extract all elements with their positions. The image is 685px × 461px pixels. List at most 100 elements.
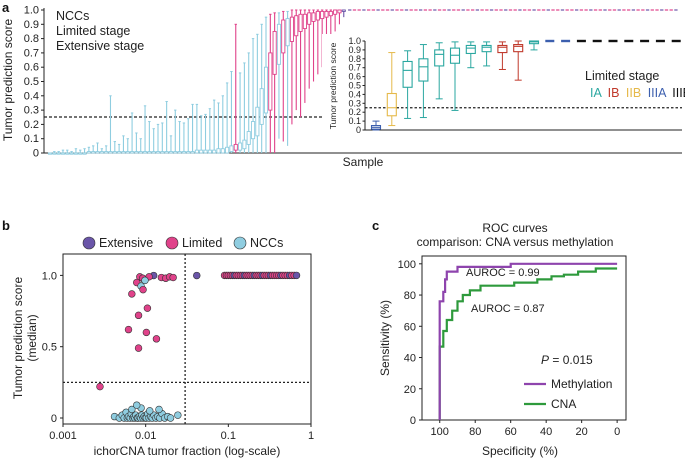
inset-legend-stages: IA IB IIB IIIA IIIB [590,86,685,100]
box-iqr [60,152,66,155]
panel-b-y-tick-label: 1.0 [42,270,57,282]
inset-box-iqr [434,49,445,67]
scatter-point [143,304,152,312]
box-iqr [125,151,130,154]
scatter-point [134,311,143,320]
inset-boxes [370,39,681,131]
panel-b-legend: Extensive Limited NCCs [82,236,283,250]
panel-label-c: c [372,218,379,233]
auroc-cna-label: AUROC = 0.87 [471,303,545,315]
box-iqr [311,12,316,22]
box-iqr [285,18,290,47]
panel-a-y-tick-label: 0.5 [24,76,39,88]
inset-box-iqr [481,44,492,53]
inset-y-tick-label: 1.0 [348,36,361,46]
box-iqr [108,151,113,154]
panel-c-title-2: comparison: CNA versus methylation [417,235,614,249]
panel-c-y-label: Sensitivity (%) [378,300,392,376]
box-iqr [207,149,212,154]
roc-curve-methylation [438,262,618,420]
box-iqr [324,10,329,18]
box-iqr [289,16,294,42]
panel-b-ticks: 0.001 0.01 0.1 1 0 0.5 1.0 [42,270,314,442]
panel-b-x-tick-label: 0.01 [135,430,156,442]
scatter-point [96,382,104,391]
panel-a: 00.10.20.30.40.50.60.70.80.91.0 Tumor pr… [1,5,682,169]
inset-legend-ia: IA [590,86,602,100]
box-iqr [276,23,282,65]
box-iqr [190,151,195,154]
box-iqr [337,9,342,14]
box-iqr [233,143,238,151]
box-iqr [86,151,91,154]
scatter-point [128,405,136,414]
panel-b-x-tick-label: 0.1 [221,430,236,442]
panel-c-y-tick-label: 20 [404,384,416,396]
box-iqr [91,151,96,154]
inset-y-ticks: 00.10.20.30.40.50.60.70.80.91.0 [348,36,365,135]
panel-a-y-tick-label: 0.4 [24,90,39,102]
box-iqr [229,145,234,153]
inset-y-tick-label: 0.6 [348,72,361,82]
p-symbol: P [541,353,549,367]
inset-y-tick-label: 0 [356,125,361,135]
scatter-point [141,276,149,285]
panel-c-x-label: Specificity (%) [482,444,558,458]
panel-b-y-label-1: Tumor prediction score [11,277,25,400]
panel-a-y-tick-label: 0.3 [24,105,39,117]
panel-a-y-tick-label: 0.2 [24,119,39,131]
inset-y-tick-label: 0.7 [348,63,361,73]
box-iqr [177,151,182,154]
box-iqr [168,151,174,154]
inset-y-label: Tumor prediction score [328,42,338,129]
box-iqr [320,10,325,20]
scatter-point [193,271,201,280]
panel-c: ROC curves comparison: CNA versus methyl… [378,221,627,458]
panel-c-y-tick-label: 40 [404,353,416,365]
box-iqr [95,151,100,154]
scatter-point [152,335,161,343]
legend-c-cna: CNA [551,397,576,411]
scatter-point [174,411,182,419]
inset-box-iqr [418,58,429,82]
box-iqr [294,15,299,37]
scatter-point [139,285,147,294]
box-iqr [272,31,277,75]
box-iqr [199,149,204,154]
panel-c-lines [438,262,618,420]
box-iqr [298,13,303,32]
panel-c-x-tick-label: 0 [614,426,620,438]
panel-c-x-tick-label: 100 [431,426,449,438]
box-iqr [263,66,269,114]
box-iqr [250,121,256,140]
inset-box-iqr [513,44,524,53]
panel-c-x-tick-label: 80 [469,426,481,438]
inset-box-iqr [402,60,413,88]
box-iqr [307,12,312,25]
box-iqr [160,151,165,154]
roc-curve-cna [438,267,618,420]
legend-b-extensive: Extensive [99,236,153,250]
scatter-point [142,328,151,337]
box-iqr [341,9,346,12]
panel-a-inset: 00.10.20.30.40.50.60.70.80.91.0 Tumor pr… [322,34,685,144]
inset-y-tick-label: 0.2 [348,107,361,117]
box-iqr [164,151,169,154]
inset-legend-ib: IB [608,86,620,100]
scatter-point [155,405,163,414]
panel-a-y-tick-label: 1.0 [24,5,39,17]
panel-a-y-tick-label: 0 [33,148,39,160]
box-iqr [142,151,148,154]
box-iqr [181,151,186,154]
box-iqr [238,142,243,151]
box-iqr [112,151,117,154]
scatter-point [128,290,136,298]
p-value: = 0.015 [549,353,593,367]
box-iqr [246,131,251,145]
inset-y-tick-label: 0.9 [348,45,361,55]
panel-a-y-tick-label: 0.8 [24,33,39,45]
panel-a-boxes [47,9,678,155]
scatter-point [166,414,175,422]
inset-box-iqr [386,92,397,117]
